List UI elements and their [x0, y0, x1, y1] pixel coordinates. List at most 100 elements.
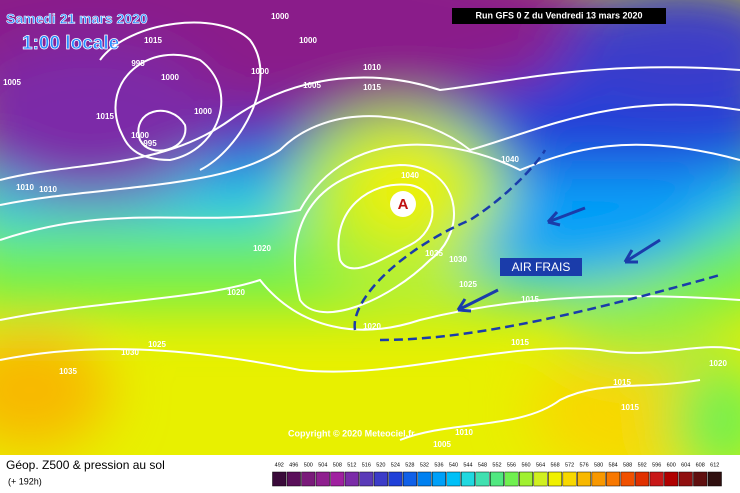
scale-swatch: [460, 471, 475, 487]
scale-swatch: [489, 471, 505, 487]
scale-swatch: [562, 471, 577, 487]
run-box: [452, 8, 666, 24]
scale-swatch: [693, 471, 708, 487]
run-label: Run GFS 0 Z du Vendredi 13 mars 2020: [475, 10, 642, 20]
anticyclone-marker: [390, 191, 416, 217]
isobar-label: 1000: [194, 107, 212, 116]
scale-label: 528: [405, 462, 414, 468]
scale-label: 500: [304, 462, 313, 468]
scale-swatch: [475, 471, 490, 487]
scale-label: 496: [289, 462, 298, 468]
scale-label: 596: [652, 462, 661, 468]
scale-label: 504: [318, 462, 327, 468]
scale-swatch: [606, 471, 621, 487]
isobar-label: 995: [131, 59, 145, 68]
scale-label: 492: [275, 462, 284, 468]
scale-label: 584: [609, 462, 618, 468]
time: 1:00 locale: [22, 33, 119, 54]
isobar-label: 995: [143, 139, 157, 148]
isobar-label: 1040: [401, 171, 419, 180]
scale-label: 604: [681, 462, 690, 468]
scale-label: 580: [594, 462, 603, 468]
scale-label: 592: [638, 462, 647, 468]
legend-title: Géop. Z500 & pression au sol: [6, 458, 165, 472]
scale-label: 536: [434, 462, 443, 468]
scale-swatch: [359, 471, 374, 487]
isobar-label: 1010: [363, 63, 381, 72]
scale-label: 588: [623, 462, 632, 468]
scale-label: 520: [376, 462, 385, 468]
isobar-label: 1015: [144, 36, 162, 45]
isobar-label: 1015: [613, 378, 631, 387]
isobar-label: 1015: [96, 112, 114, 121]
scale-label: 568: [550, 462, 559, 468]
scale-label: 556: [507, 462, 516, 468]
scale-label: 548: [478, 462, 487, 468]
scale-swatch: [417, 471, 432, 487]
isobar-label: 1020: [253, 244, 271, 253]
scale-swatch: [286, 471, 301, 487]
annotation-box: [500, 258, 582, 276]
scale-swatch: [402, 471, 417, 487]
scale-swatch: [519, 471, 534, 487]
scale-swatch: [373, 471, 388, 487]
scale-label: 524: [391, 462, 400, 468]
scale-swatch: [649, 471, 664, 487]
scale-swatch: [388, 471, 403, 487]
scale-swatch: [591, 471, 606, 487]
isobar-label: 1000: [271, 12, 289, 21]
scale-swatch: [272, 471, 287, 487]
isobar-label: 1015: [511, 338, 529, 347]
isobar-label: 1000: [131, 131, 149, 140]
isobar-label: 1010: [16, 183, 34, 192]
scale-swatch: [344, 471, 359, 487]
isobar-label: 1000: [251, 67, 269, 76]
scale-swatch: [548, 471, 563, 487]
scale-label: 532: [420, 462, 429, 468]
scale-label: 508: [333, 462, 342, 468]
isobar-label: 1025: [148, 340, 166, 349]
isobar-label: 1000: [161, 73, 179, 82]
isobar-label: 1015: [363, 83, 381, 92]
isobar-label: 1020: [709, 359, 727, 368]
scale-label: 512: [347, 462, 356, 468]
color-scale: 492 496 500 504 508 512 516 520 524 528 532 536 540 5…: [272, 462, 722, 487]
scale-swatch: [678, 471, 693, 487]
scale-label: 608: [696, 462, 705, 468]
scale-label: 560: [521, 462, 530, 468]
isobar-label: 1000: [299, 36, 317, 45]
annotation: AIR FRAIS: [512, 260, 571, 274]
scale-label: 516: [362, 462, 371, 468]
scale-label: 544: [463, 462, 472, 468]
copyright: Copyright © 2020 Meteociel.fr: [288, 428, 415, 438]
isobar-label: 1015: [521, 295, 539, 304]
isobar-label: 1025: [459, 280, 477, 289]
scale-swatch: [504, 471, 519, 487]
scale-swatch: [315, 471, 330, 487]
isobar-label: 1005: [3, 78, 21, 87]
isobar-label: 1010: [455, 428, 473, 437]
isobar-label: 1030: [121, 348, 139, 357]
isobar-label: 1035: [425, 249, 443, 258]
isobar-label: 1040: [501, 155, 519, 164]
scale-swatch: [664, 471, 679, 487]
scale-swatch: [577, 471, 592, 487]
scale-swatch: [330, 471, 345, 487]
scale-label: 572: [565, 462, 574, 468]
isobar-label: 1005: [303, 81, 321, 90]
scale-swatch: [301, 471, 316, 487]
scale-swatch: [533, 471, 548, 487]
isobar-label: 1020: [363, 322, 381, 331]
isobar-label: 1030: [449, 255, 467, 264]
arrows: [456, 206, 661, 313]
legend-subtitle: (+ 192h): [8, 476, 42, 486]
isobars: [0, 21, 740, 441]
isobar-label: 1020: [227, 288, 245, 297]
isobar-label: 1015: [621, 403, 639, 412]
isobar-label: 1010: [39, 185, 57, 194]
scale-swatch: [431, 471, 446, 487]
scale-swatch: [635, 471, 650, 487]
scale-label: 612: [710, 462, 719, 468]
